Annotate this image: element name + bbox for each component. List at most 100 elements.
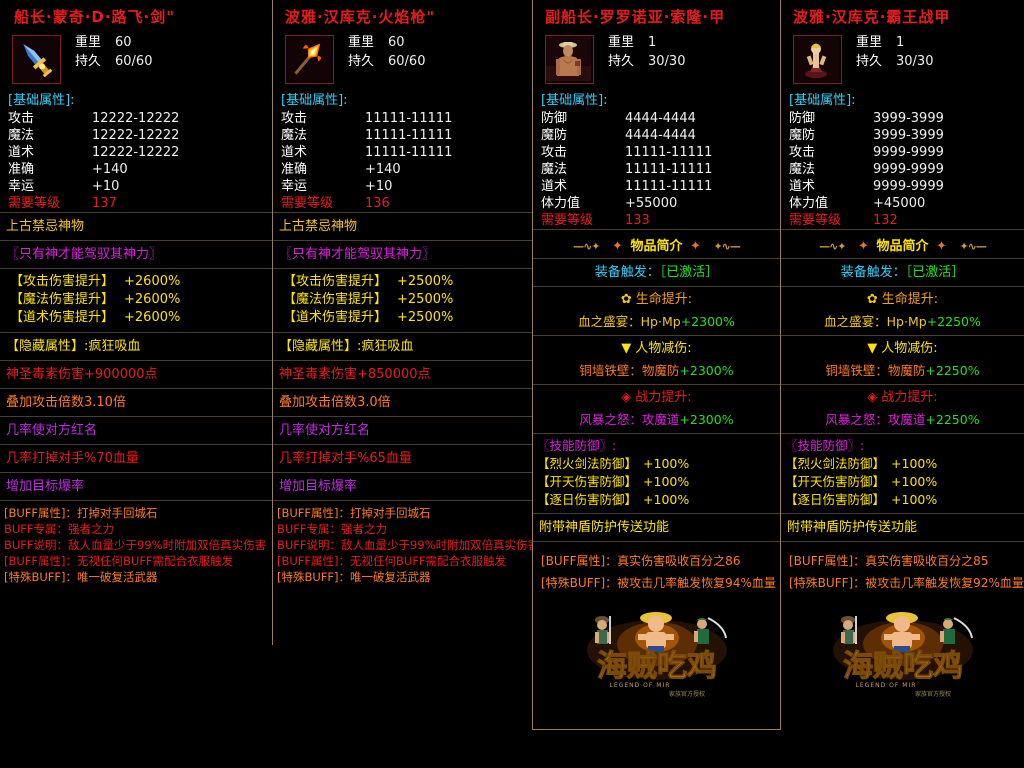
table-row: 魔法 9999-9999 [789, 161, 1016, 178]
required-level-label: 需要等级 [281, 196, 334, 211]
bonus-target: 物魔防 [887, 363, 926, 378]
boost-value: +2500% [397, 292, 454, 307]
logo-main-text: 海贼吃鸡 [597, 649, 717, 684]
stat-value: +140 [365, 162, 401, 177]
group-header-text: 战力提升: [881, 390, 938, 405]
skill-value: +100% [891, 456, 938, 471]
skill-name: 【烈火剑法防御】 [537, 456, 638, 471]
group-body: 血之盛宴：Hp·Mp+2300% [533, 311, 780, 335]
list-item: [BUFF属性]：打掉对手回城石 [277, 506, 431, 520]
list-item: BUFF说明：敌人血量少于99%时附加双倍真实伤害 [277, 538, 540, 552]
divider [0, 500, 272, 501]
stat-key: 魔防 [789, 128, 816, 143]
group-body: 风暴之怒：攻魔道+2250% [781, 409, 1024, 433]
weight-value: 1 [896, 35, 905, 50]
triangle-down-icon: ▼ [621, 341, 632, 356]
extra-feature-line: 附带神盾防护传送功能 [787, 520, 918, 535]
item-header-row: 重里 1 持久 30/30 [533, 31, 780, 92]
stat-value: 12222-12222 [92, 128, 180, 143]
item-panel-3[interactable]: 副船长·罗罗诺亚·索隆·甲 重里 1 持久 30/30 [532, 0, 780, 730]
flame-spear-icon[interactable] [285, 35, 334, 84]
skill-value: +100% [891, 492, 938, 507]
gem-icon: ◈ [621, 390, 632, 405]
bonus-name: 风暴之怒： [825, 412, 888, 427]
item-panel-2[interactable]: 波雅·汉库克·火焰枪" 重里 60 持久 60/60 [272, 0, 540, 645]
table-row: 体力值 +45000 [789, 195, 1016, 212]
list-item: 【魔法伤害提升】 +2600% [0, 291, 272, 309]
boost-name: 【魔法伤害提升】 [283, 292, 388, 307]
divine-line: 〖只有神才能驾驭其神力〗 [6, 247, 163, 262]
divider [781, 541, 1024, 542]
bonus-value: +2300% [679, 412, 734, 427]
stat-key: 魔法 [8, 128, 35, 143]
weight-label: 重里 [348, 35, 375, 50]
diamond-right-icon: ✦ [936, 239, 947, 254]
droprate-line: 增加目标爆率 [6, 479, 85, 494]
basic-attr-header: [基础属性]: [281, 93, 348, 108]
stat-key: 道术 [541, 179, 568, 194]
required-level-label: 需要等级 [8, 196, 61, 211]
footnote-block: [BUFF属性]：真实伤害吸收百分之85 [特殊BUFF]：被攻击几率触发恢复9… [781, 542, 1024, 594]
required-level-value: 133 [625, 213, 650, 228]
stat-value: 11111-11111 [365, 128, 453, 143]
stat-key: 防御 [789, 111, 816, 126]
stat-value: 11111-11111 [365, 145, 453, 160]
stat-value: 11111-11111 [625, 179, 713, 194]
divider [533, 258, 780, 259]
logo-graphic: 海贼吃鸡 LEGEND OF MIR 家族官方授权 [551, 608, 762, 704]
item-head-stats: 重里 1 持久 30/30 [608, 33, 685, 71]
stat-key: 幸运 [8, 179, 35, 194]
table-row: 防御 4444-4444 [541, 110, 772, 127]
armor-fig-icon[interactable] [793, 35, 842, 84]
stat-key: 攻击 [541, 145, 568, 160]
skill-name: 【开天伤害防御】 [537, 474, 638, 489]
divider [0, 240, 272, 241]
item-header-row: 重里 60 持久 60/60 [273, 31, 532, 92]
stat-value: 11111-11111 [365, 111, 453, 126]
item-panel-1[interactable]: 船长·蒙奇·D·路飞·剑" 重里 60 持久 60/60 [0, 0, 272, 640]
item-title: 船长·蒙奇·D·路飞·剑" [14, 8, 176, 26]
item-head-stats: 重里 60 持久 60/60 [348, 33, 425, 71]
item-title: 副船长·罗罗诺亚·索隆·甲 [545, 8, 726, 26]
stat-key: 体力值 [789, 196, 829, 211]
status-badge: ［已激活］ [905, 265, 965, 280]
list-item: 【开天伤害防御】 +100% [533, 473, 780, 491]
relic-line: 上古禁忌神物 [279, 219, 358, 234]
bonus-group-life: ✿ 生命提升: 血之盛宴：Hp·Mp+2250% [781, 287, 1024, 335]
table-row: 攻击 12222-12222 [8, 110, 264, 127]
list-item: 【道术伤害提升】 +2500% [273, 309, 532, 327]
stat-key: 道术 [8, 145, 35, 160]
group-header-text: 生命提升: [635, 292, 693, 307]
logo-sub-text: LEGEND OF MIR [855, 682, 916, 689]
sword-icon[interactable] [12, 35, 61, 84]
stat-value: +45000 [873, 196, 926, 211]
divider [273, 388, 532, 389]
item-head-stats: 重里 1 持久 30/30 [856, 33, 933, 71]
equip-trigger-label: 装备触发： [840, 265, 906, 280]
table-row: 道术 12222-12222 [8, 144, 264, 161]
divider [533, 335, 780, 336]
boost-value: +2600% [124, 274, 181, 289]
armor-man-icon[interactable] [545, 35, 594, 84]
bonus-target: Hp·Mp [886, 314, 927, 329]
list-item: [特殊BUFF]：唯一破复活武器 [4, 570, 158, 584]
bonus-name: 风暴之怒： [579, 412, 642, 427]
stat-key: 魔法 [281, 128, 308, 143]
list-item: [BUFF属性]：无视任何BUFF需配合衣服触发 [277, 554, 507, 568]
stat-key: 道术 [281, 145, 308, 160]
divider [781, 335, 1024, 336]
divider [0, 416, 272, 417]
damage-boost-group: 【攻击伤害提升】 +2600% 【魔法伤害提升】 +2600% 【道术伤害提升】 +2… [0, 269, 272, 332]
item-panel-4[interactable]: 波雅·汉库克·霸王战甲 重里 1 持久 30/30 [基础属性 [780, 0, 1024, 730]
divider [273, 360, 532, 361]
skill-defense-header: 〖技能防御〗: [785, 438, 865, 453]
redname-line: 几率使对方红名 [279, 423, 371, 438]
bonus-target: Hp·Mp [640, 314, 681, 329]
stat-value: 11111-11111 [625, 162, 713, 177]
stat-key: 准确 [8, 162, 35, 177]
list-item: [特殊BUFF]：被攻击几率触发恢复92%血量 [789, 576, 1024, 590]
boost-name: 【道术伤害提升】 [283, 310, 388, 325]
durability-label: 持久 [856, 54, 883, 69]
divider [273, 332, 532, 333]
